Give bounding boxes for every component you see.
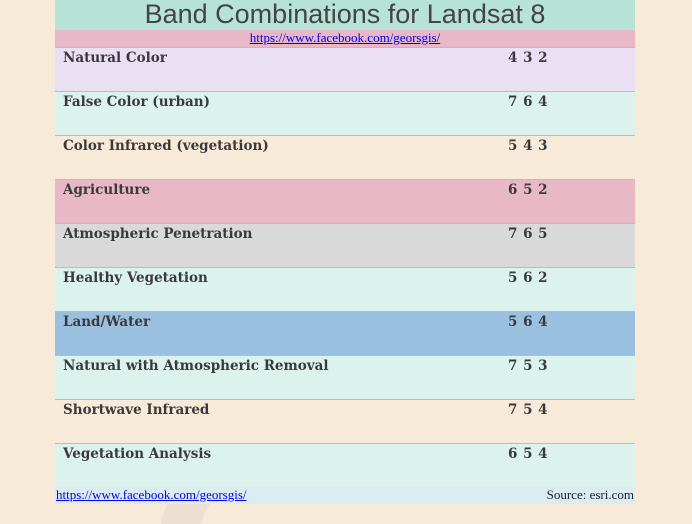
band-numbers: 7 5 3 [508,358,549,374]
table-row: Shortwave Infrared 7 5 4 [55,399,635,443]
facebook-link-bottom[interactable]: https://www.facebook.com/georsgis/ [56,487,247,502]
combination-name: Natural Color [63,50,167,66]
table-row: Land/Water 5 6 4 [55,311,635,355]
table-row: Agriculture 6 5 2 [55,179,635,223]
band-numbers: 4 3 2 [508,50,549,66]
facebook-link-top[interactable]: https://www.facebook.com/georsgis/ [249,30,441,45]
band-numbers: 6 5 4 [508,446,549,462]
table-row: Healthy Vegetation 5 6 2 [55,267,635,311]
table-row: Color Infrared (vegetation) 5 4 3 [55,135,635,179]
combination-name: Shortwave Infrared [63,402,210,418]
source-credit: Source: esri.com [546,487,634,502]
band-numbers: 5 4 3 [508,138,549,154]
combination-name: Natural with Atmospheric Removal [63,358,329,374]
header-link-bar: https://www.facebook.com/georsgis/ [55,30,635,47]
band-numbers: 5 6 2 [508,270,549,286]
band-numbers: 7 6 4 [508,94,549,110]
table-row: False Color (urban) 7 6 4 [55,91,635,135]
combination-name: False Color (urban) [63,94,211,110]
band-table: Band Combinations for Landsat 8 https://… [55,0,635,504]
combination-name: Healthy Vegetation [63,270,208,286]
band-numbers: 6 5 2 [508,182,549,198]
combination-name: Atmospheric Penetration [63,226,253,242]
footer-bar: https://www.facebook.com/georsgis/ Sourc… [55,487,635,504]
combination-name: Color Infrared (vegetation) [63,138,269,154]
band-numbers: 7 5 4 [508,402,549,418]
table-row: Vegetation Analysis 6 5 4 [55,443,635,487]
table-body: Natural Color 4 3 2 False Color (urban) … [55,47,635,487]
table-row: Atmospheric Penetration 7 6 5 [55,223,635,267]
band-numbers: 5 6 4 [508,314,549,330]
band-numbers: 7 6 5 [508,226,549,242]
table-row: Natural Color 4 3 2 [55,47,635,91]
table-row: Natural with Atmospheric Removal 7 5 3 [55,355,635,399]
page-title: Band Combinations for Landsat 8 [55,0,635,30]
combination-name: Vegetation Analysis [63,446,212,462]
combination-name: Agriculture [63,182,151,198]
combination-name: Land/Water [63,314,151,330]
